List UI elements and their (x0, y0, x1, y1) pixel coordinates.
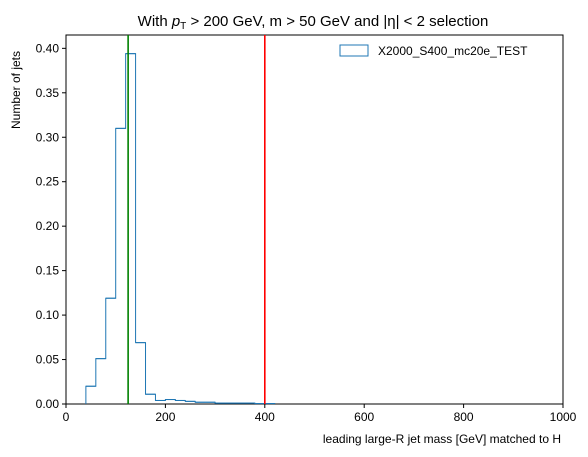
x-tick-label: 800 (454, 410, 474, 424)
chart-title-eta: |η| < 2 (383, 13, 425, 30)
chart-title-pt: p (171, 13, 180, 30)
vertical-lines-layer (127, 35, 266, 404)
x-tick-label: 400 (255, 410, 275, 424)
x-tick-label: 0 (63, 410, 70, 424)
histogram-outline (85, 53, 276, 405)
x-tick-label: 200 (155, 410, 175, 424)
x-tick-label: 1000 (550, 410, 577, 424)
x-axis: 0 200 400 600 800 1000 (63, 404, 577, 424)
histogram-layer (85, 53, 276, 405)
y-axis: 0.00 0.05 0.10 0.15 0.20 0.25 0.30 0.35 0.40 (36, 41, 66, 411)
x-axis-title: leading large-R jet mass [GeV] matched t… (323, 432, 561, 446)
plot-frame (65, 34, 564, 405)
chart-title-middle: > 200 GeV, m > 50 GeV and (186, 13, 383, 30)
y-axis-title: Number of jets (9, 51, 23, 129)
y-tick-label: 0.05 (36, 353, 60, 367)
legend: X2000_S400_mc20e_TEST (339, 44, 528, 58)
legend-label: X2000_S400_mc20e_TEST (378, 44, 528, 58)
y-tick-label: 0.40 (36, 41, 60, 55)
chart-title-suffix: selection (425, 13, 488, 30)
x-tick-label: 600 (354, 410, 374, 424)
y-tick-label: 0.20 (36, 219, 60, 233)
y-tick-label: 0.10 (36, 308, 60, 322)
chart-title-pt-sub: T (180, 21, 186, 32)
y-tick-label: 0.15 (36, 264, 60, 278)
chart-title-prefix: With (138, 13, 172, 30)
y-tick-label: 0.30 (36, 130, 60, 144)
y-tick-label: 0.25 (36, 175, 60, 189)
chart-title: With pT > 200 GeV, m > 50 GeV and |η| < … (138, 13, 489, 32)
y-tick-label: 0.00 (36, 397, 60, 411)
y-tick-label: 0.35 (36, 86, 60, 100)
legend-swatch (339, 44, 369, 57)
svg-text:With pT > 200 GeV, m > 50 GeV: With pT > 200 GeV, m > 50 GeV and |η| < … (138, 13, 489, 32)
